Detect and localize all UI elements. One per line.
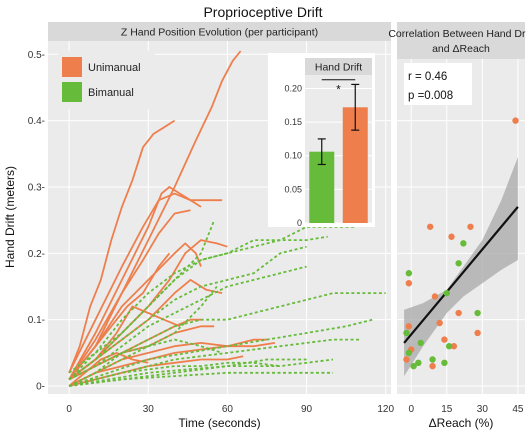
unimanual-point: [512, 117, 519, 124]
inset-y-tick-label: 0.10: [284, 151, 302, 161]
unimanual-point: [431, 293, 439, 300]
unimanual-point: [450, 343, 458, 350]
inset-y-tick-label: 0.15: [284, 117, 302, 127]
bimanual-trajectory-line: [68, 292, 386, 387]
bimanual-trajectory-line: [68, 371, 333, 387]
stat-r: r = 0.46: [408, 71, 447, 83]
bimanual-trajectory-line: [68, 285, 218, 381]
legend-label-unimanual: Unimanual: [88, 62, 141, 74]
bimanual-point: [405, 270, 413, 277]
unimanual-trajectory-line: [68, 50, 242, 380]
right-x-tick-label: 0: [408, 404, 414, 415]
left-y-tick-label: 0.4-: [28, 116, 45, 127]
bimanual-point: [455, 260, 462, 267]
unimanual-point: [436, 319, 443, 327]
left-y-tick-label: 0-: [36, 382, 45, 393]
unimanual-point: [426, 223, 434, 230]
confidence-band: [404, 157, 518, 377]
bimanual-trajectory-line: [68, 245, 307, 381]
left-tick-labels: 0 30 60 90 120 0- 0.1- 0.2- 0.3- 0.4- 0.5-: [28, 50, 395, 415]
right-panel: Correlation Between Hand Drift and ΔReac…: [388, 22, 526, 430]
left-x-tick-label: 0: [66, 404, 72, 415]
unimanual-point: [405, 279, 413, 287]
bimanual-trajectory-line: [68, 338, 360, 387]
bimanual-point: [405, 349, 413, 357]
unimanual-point: [403, 356, 410, 363]
left-strip: [48, 22, 391, 41]
left-y-axis-title: Hand Drift (meters): [3, 166, 17, 268]
unimanual-point: [467, 223, 474, 230]
bimanual-point: [443, 289, 450, 297]
inset-y-tick-label: 0.05: [284, 184, 302, 194]
right-panel-title-line2: and ΔReach: [432, 43, 490, 55]
bimanual-trajectory-line: [68, 235, 328, 381]
bimanual-point: [429, 356, 436, 363]
inset-bar-chart: Hand Drift 0 0.05 0.10 0.15 0.20 *: [268, 53, 375, 228]
left-series-lines: [68, 50, 386, 387]
left-y-tick-label: 0.2-: [28, 249, 45, 260]
significance-star: *: [336, 85, 341, 97]
stat-p: p =0.008: [408, 90, 453, 102]
bimanual-point: [403, 329, 410, 337]
inset-title: Hand Drift: [315, 62, 362, 74]
figure-title: Proprioceptive Drift: [203, 4, 322, 20]
unimanual-point: [429, 362, 436, 370]
left-y-tick-label: 0.1-: [28, 315, 45, 326]
legend: Unimanual Bimanual: [58, 51, 155, 109]
stats-box: [404, 63, 472, 105]
left-x-tick-label: 30: [143, 404, 155, 415]
right-strip: [397, 22, 525, 59]
right-x-tick-label: 15: [441, 404, 453, 415]
unimanual-trajectory-line: [68, 355, 244, 387]
inset-strip: [305, 58, 372, 75]
bimanual-point: [441, 359, 448, 367]
right-panel-title-line1: Correlation Between Hand Drift: [388, 28, 526, 40]
unimanual-point: [405, 323, 413, 330]
bimanual-trajectory-line: [68, 338, 223, 387]
bimanual-point: [415, 359, 422, 367]
right-x-axis-title: ΔReach (%): [429, 416, 494, 430]
bimanual-point: [417, 339, 424, 347]
left-y-tick-label: 0.5-: [28, 50, 45, 61]
legend-swatch-bimanual: [62, 82, 82, 102]
right-tick-labels: 0 15 30 45: [408, 404, 523, 415]
bimanual-trajectory-line: [68, 219, 216, 374]
bimanual-point: [474, 309, 481, 317]
scatter-points: [403, 117, 519, 370]
left-panel: Z Hand Position Evolution (per participa…: [3, 22, 395, 430]
bimanual-trajectory-line: [68, 318, 373, 387]
unimanual-point: [455, 309, 462, 317]
right-x-tick-label: 45: [512, 404, 524, 415]
left-x-tick-label: 90: [301, 404, 313, 415]
left-panel-title: Z Hand Position Evolution (per participa…: [121, 27, 318, 39]
bimanual-point: [460, 240, 467, 247]
bimanual-trajectory-line: [68, 265, 307, 381]
unimanual-trajectory-line: [68, 119, 176, 374]
legend-label-bimanual: Bimanual: [88, 87, 134, 99]
unimanual-trajectory-line: [68, 192, 223, 374]
left-y-tick-label: 0.3-: [28, 182, 45, 193]
unimanual-trajectory-line: [68, 252, 171, 380]
unimanual-point: [448, 233, 455, 240]
inset-y-tick-label: 0.20: [284, 83, 302, 93]
left-x-axis-title: Time (seconds): [178, 416, 260, 430]
unimanual-trajectory-line: [68, 342, 276, 387]
left-x-tick-label: 60: [222, 404, 234, 415]
legend-swatch-unimanual: [62, 57, 82, 77]
inset-bars: [309, 83, 368, 223]
inset-tick-labels: 0 0.05 0.10 0.15 0.20: [284, 83, 302, 228]
regression-line: [403, 206, 519, 344]
left-x-tick-label: 120: [377, 404, 394, 415]
bimanual-point: [410, 362, 417, 370]
right-x-tick-label: 30: [477, 404, 489, 415]
inset-y-tick-label: 0: [297, 218, 302, 228]
bimanual-point: [445, 343, 453, 350]
unimanual-point: [474, 329, 481, 337]
unimanual-trajectory-line: [68, 209, 191, 380]
unimanual-point: [441, 336, 448, 343]
bimanual-trajectory-line: [68, 358, 307, 387]
